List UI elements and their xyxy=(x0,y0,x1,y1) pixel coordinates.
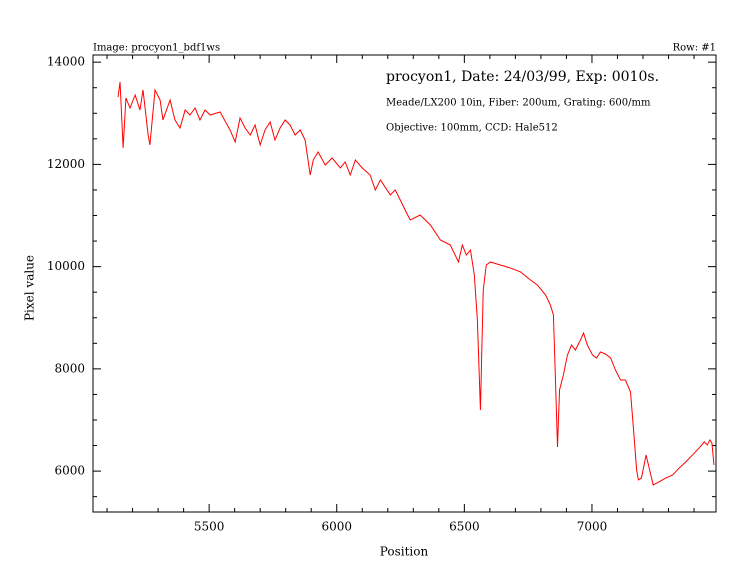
plot-frame xyxy=(92,54,717,513)
y-axis-label: Pixel value xyxy=(23,255,37,321)
x-tick-label: 5500 xyxy=(194,520,225,534)
y-tick-label: 10000 xyxy=(47,259,85,273)
y-tick-label: 14000 xyxy=(47,55,85,69)
x-tick-label: 6000 xyxy=(321,520,352,534)
spectrum-line xyxy=(117,81,715,486)
y-tick-label: 6000 xyxy=(54,464,85,478)
y-tick-label: 12000 xyxy=(47,157,85,171)
x-axis-label: Position xyxy=(380,545,429,559)
annotation: Objective: 100mm, CCD: Hale512 xyxy=(386,123,558,134)
row-label: Row: #1 xyxy=(673,43,716,54)
annotation: procyon1, Date: 24/03/99, Exp: 0010s. xyxy=(386,69,659,85)
y-tick-label: 8000 xyxy=(54,361,85,375)
x-tick-label: 7000 xyxy=(577,520,608,534)
annotation: Meade/LX200 10in, Fiber: 200um, Grating:… xyxy=(386,98,651,109)
x-tick-label: 6500 xyxy=(449,520,480,534)
image-label: Image: procyon1_bdf1ws xyxy=(93,43,220,54)
